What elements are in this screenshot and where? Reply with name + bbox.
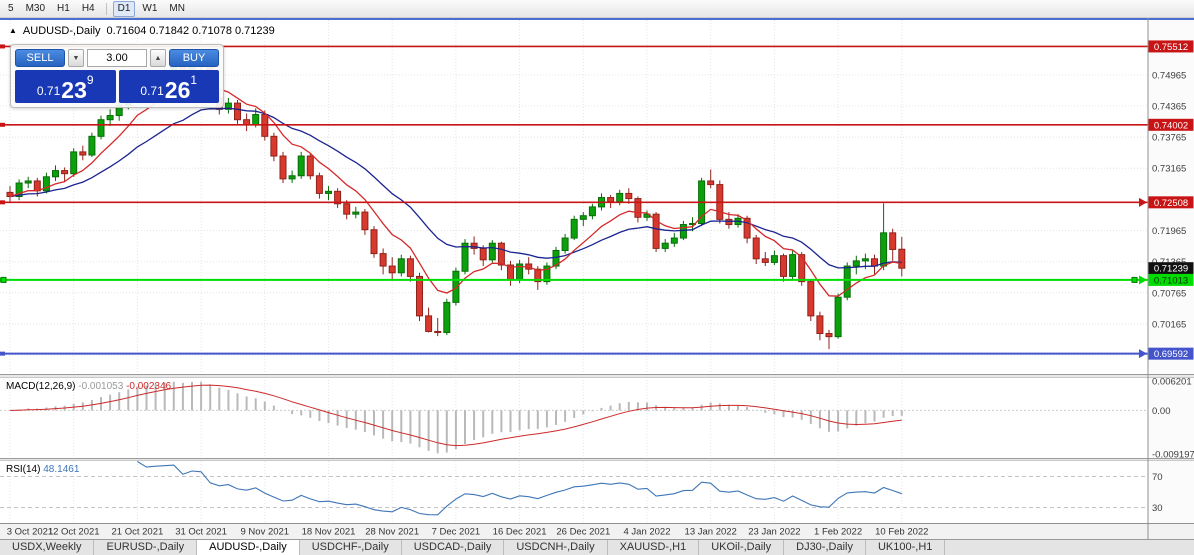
macd-pane[interactable]: 0.006201 0.00 -0.009197 MACD(12,26,9) -0.00… bbox=[0, 376, 1194, 461]
chart-tab-eurusd-daily[interactable]: EURUSD-,Daily bbox=[94, 540, 198, 555]
svg-text:4 Jan 2022: 4 Jan 2022 bbox=[623, 527, 670, 538]
timeframe-button-5[interactable]: 5 bbox=[8, 2, 14, 14]
chart-tab-audusd-daily[interactable]: AUDUSD-,Daily bbox=[197, 540, 300, 555]
svg-text:13 Jan 2022: 13 Jan 2022 bbox=[685, 527, 737, 538]
timeframe-button-mn[interactable]: MN bbox=[169, 2, 185, 14]
timeframe-button-m30[interactable]: M30 bbox=[25, 2, 46, 14]
svg-text:3 Oct 2021: 3 Oct 2021 bbox=[7, 527, 53, 538]
rsi-label: RSI(14) 48.1461 bbox=[6, 464, 80, 475]
svg-text:28 Nov 2021: 28 Nov 2021 bbox=[365, 527, 419, 538]
sell-button[interactable]: SELL bbox=[15, 49, 65, 67]
timeframe-button-d1[interactable]: D1 bbox=[112, 0, 136, 17]
svg-text:0.72508: 0.72508 bbox=[1154, 198, 1188, 209]
chart-tab-ukoil-daily[interactable]: UKOil-,Daily bbox=[699, 540, 785, 555]
timeframe-button-h4[interactable]: H4 bbox=[81, 2, 95, 14]
timeframe-button-w1[interactable]: W1 bbox=[142, 2, 158, 14]
volume-decrease-button[interactable]: ▼ bbox=[68, 49, 84, 67]
svg-text:0.73165: 0.73165 bbox=[1152, 164, 1186, 175]
chart-tab-xauusd-h1[interactable]: XAUUSD-,H1 bbox=[608, 540, 700, 555]
bid-price-box[interactable]: 0.71 23 9 bbox=[15, 70, 116, 103]
chart-symbol-title: AUDUSD-,Daily bbox=[22, 25, 101, 37]
ohlc-readout: 0.71604 0.71842 0.71078 0.71239 bbox=[106, 25, 275, 37]
svg-text:12 Oct 2021: 12 Oct 2021 bbox=[48, 527, 100, 538]
timeframe-toolbar: 5 M30 H1 H4 D1 W1 MN bbox=[0, 0, 1194, 18]
chart-tab-usdx-weekly[interactable]: USDX,Weekly bbox=[0, 540, 95, 555]
volume-increase-button[interactable]: ▲ bbox=[150, 49, 166, 67]
svg-text:0.71013: 0.71013 bbox=[1154, 275, 1188, 286]
bid-price-big: 23 bbox=[61, 77, 87, 103]
chart-tab-usdcnh-daily[interactable]: USDCNH-,Daily bbox=[504, 540, 608, 555]
one-click-trading-panel: SELL ▼ 3.00 ▲ BUY 0.71 23 9 0.71 26 1 bbox=[10, 44, 224, 108]
horizontal-lines[interactable] bbox=[0, 44, 1148, 359]
svg-text:0.70165: 0.70165 bbox=[1152, 319, 1186, 330]
svg-text:0.71239: 0.71239 bbox=[1154, 264, 1188, 275]
svg-text:16 Dec 2021: 16 Dec 2021 bbox=[493, 527, 547, 538]
price-axis[interactable]: 0.749650.743650.737650.731650.719650.713… bbox=[1148, 40, 1194, 362]
svg-text:0.73765: 0.73765 bbox=[1152, 133, 1186, 144]
up-arrow-icon: ▲ bbox=[9, 25, 17, 35]
ask-price-box[interactable]: 0.71 26 1 bbox=[118, 70, 219, 103]
svg-text:7 Dec 2021: 7 Dec 2021 bbox=[432, 527, 481, 538]
svg-text:0.74002: 0.74002 bbox=[1154, 120, 1188, 131]
timeframe-button-h1[interactable]: H1 bbox=[57, 2, 70, 14]
svg-text:0.71965: 0.71965 bbox=[1152, 226, 1186, 237]
svg-text:31 Oct 2021: 31 Oct 2021 bbox=[175, 527, 227, 538]
svg-text:18 Nov 2021: 18 Nov 2021 bbox=[302, 527, 356, 538]
bid-price-prefix: 0.71 bbox=[36, 84, 61, 98]
chart-tab-usdcad-daily[interactable]: USDCAD-,Daily bbox=[402, 540, 505, 555]
svg-text:-0.009197: -0.009197 bbox=[1152, 450, 1194, 461]
macd-label: MACD(12,26,9) -0.001053 -0.002346 bbox=[6, 381, 172, 392]
rsi-pane[interactable]: 70 30 RSI(14) 48.1461 bbox=[0, 461, 1163, 516]
chart-header: ▲ AUDUSD-,Daily 0.71604 0.71842 0.71078 … bbox=[9, 25, 275, 37]
chart-tab-dj30-daily[interactable]: DJ30-,Daily bbox=[784, 540, 866, 555]
ask-price-big: 26 bbox=[164, 77, 191, 103]
svg-text:0.006201: 0.006201 bbox=[1152, 376, 1192, 387]
chart-tabbar: USDX,Weekly EURUSD-,Daily AUDUSD-,Daily USD… bbox=[0, 539, 1194, 555]
ask-price-prefix: 0.71 bbox=[140, 84, 164, 98]
svg-text:0.74365: 0.74365 bbox=[1152, 101, 1186, 112]
volume-input[interactable]: 3.00 bbox=[87, 49, 147, 67]
svg-text:23 Jan 2022: 23 Jan 2022 bbox=[748, 527, 800, 538]
svg-text:0.70765: 0.70765 bbox=[1152, 288, 1186, 299]
svg-text:10 Feb 2022: 10 Feb 2022 bbox=[875, 527, 928, 538]
ask-price-pipette: 1 bbox=[190, 73, 198, 87]
svg-text:26 Dec 2021: 26 Dec 2021 bbox=[556, 527, 610, 538]
svg-text:0.00: 0.00 bbox=[1152, 406, 1171, 417]
svg-text:0.75512: 0.75512 bbox=[1154, 42, 1188, 53]
svg-text:0.69592: 0.69592 bbox=[1154, 349, 1188, 360]
svg-text:70: 70 bbox=[1152, 472, 1163, 483]
svg-text:0.74965: 0.74965 bbox=[1152, 70, 1186, 81]
svg-text:9 Nov 2021: 9 Nov 2021 bbox=[241, 527, 290, 538]
buy-button[interactable]: BUY bbox=[169, 49, 219, 67]
toolbar-separator bbox=[105, 2, 107, 15]
svg-text:1 Feb 2022: 1 Feb 2022 bbox=[814, 527, 862, 538]
svg-text:21 Oct 2021: 21 Oct 2021 bbox=[112, 527, 164, 538]
pane-separators[interactable] bbox=[0, 18, 1194, 539]
chart-tab-uk100-h1[interactable]: UK100-,H1 bbox=[866, 540, 946, 555]
svg-text:30: 30 bbox=[1152, 503, 1163, 514]
bid-price-pipette: 9 bbox=[86, 73, 94, 87]
chart-tab-usdchf-daily[interactable]: USDCHF-,Daily bbox=[300, 540, 402, 555]
